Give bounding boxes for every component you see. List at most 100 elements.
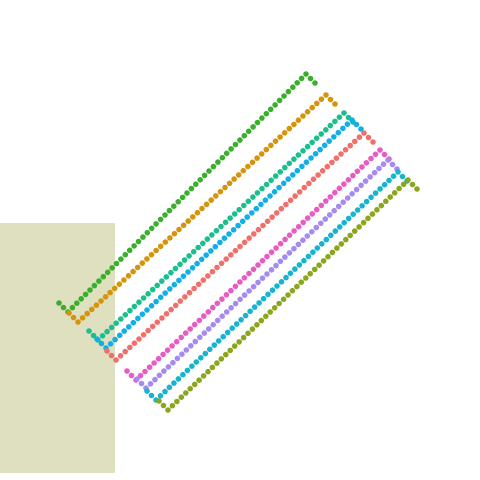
track-dot xyxy=(168,306,174,313)
track-dot xyxy=(250,194,256,200)
track-dot xyxy=(281,93,287,99)
track-dot xyxy=(259,185,265,192)
track-dot xyxy=(173,338,180,345)
track-end-dot xyxy=(160,402,167,409)
track-dot xyxy=(264,271,270,277)
track-dot xyxy=(135,238,142,245)
track-dot xyxy=(130,268,136,275)
track-dot xyxy=(326,138,333,144)
track-dot xyxy=(203,252,209,258)
track-dot xyxy=(309,211,316,217)
track-teal xyxy=(86,110,356,343)
track-dot xyxy=(300,219,307,226)
track-dot xyxy=(263,181,270,188)
track-dot xyxy=(350,172,356,179)
track-dot xyxy=(196,377,202,384)
track-dot xyxy=(230,227,237,233)
track-dot xyxy=(200,277,207,283)
left-panel xyxy=(0,223,115,473)
track-dot xyxy=(295,117,302,123)
track-dot xyxy=(153,247,159,254)
track-dot xyxy=(289,287,296,294)
track-dot xyxy=(205,309,212,315)
track-dot xyxy=(334,245,340,251)
track-dot xyxy=(177,261,183,268)
track-dot xyxy=(282,236,288,243)
track-dot xyxy=(104,328,110,335)
track-dot xyxy=(181,257,188,263)
track-dot xyxy=(170,359,176,366)
track-dot xyxy=(322,216,329,222)
track-dot xyxy=(166,207,173,214)
track-dot xyxy=(207,346,213,353)
track-dot xyxy=(376,165,382,172)
track-dot xyxy=(318,202,325,209)
track-dot xyxy=(209,364,216,371)
track-dot xyxy=(135,315,141,322)
track-end-dot xyxy=(98,340,105,347)
track-dot xyxy=(145,327,151,334)
track-end-dot xyxy=(399,173,406,180)
track-dot xyxy=(341,181,347,187)
track-dot xyxy=(223,150,230,157)
track-dot xyxy=(367,174,373,180)
track-dot xyxy=(314,245,321,251)
track-dot xyxy=(271,305,278,311)
track-dot xyxy=(231,211,238,217)
track-dot xyxy=(154,319,161,326)
track-dot xyxy=(390,173,397,179)
track-dot xyxy=(197,334,203,341)
track-dot xyxy=(320,258,327,264)
track-end-dot xyxy=(56,300,62,306)
track-dot xyxy=(347,142,354,149)
track-end-dot xyxy=(134,376,140,382)
track-dot xyxy=(269,287,276,294)
track-dot xyxy=(309,229,315,235)
track-dot xyxy=(268,249,275,255)
track-dot xyxy=(313,206,320,213)
track-dot xyxy=(99,333,106,339)
track-dot xyxy=(245,128,252,135)
track-dot xyxy=(118,316,124,322)
track-dot xyxy=(112,336,118,343)
track-dot xyxy=(258,317,265,324)
track-dot xyxy=(159,278,165,284)
track-dot xyxy=(161,368,167,374)
track-dot xyxy=(251,304,258,310)
track-dot xyxy=(347,232,354,239)
track-dot xyxy=(165,407,171,413)
track-dot xyxy=(193,181,199,187)
track-dot xyxy=(210,163,217,170)
track-dot xyxy=(226,180,233,187)
track-dot xyxy=(217,188,224,195)
track-dot xyxy=(214,360,220,366)
track-dot xyxy=(116,281,123,288)
track-end-dot xyxy=(124,368,130,374)
track-dot xyxy=(210,304,216,311)
track-dot xyxy=(277,240,284,247)
track-end-dot xyxy=(358,126,364,132)
track-dot xyxy=(87,287,93,293)
track-dot xyxy=(400,181,407,188)
track-dot xyxy=(195,244,201,251)
track-dot xyxy=(168,269,174,276)
track-dot xyxy=(328,232,334,239)
track-dot xyxy=(169,343,175,349)
track-dot xyxy=(316,262,322,269)
track-dot xyxy=(263,313,269,320)
track-end-dot xyxy=(414,186,420,192)
track-dot xyxy=(156,372,163,379)
track-dot xyxy=(126,247,133,254)
track-dot xyxy=(259,115,265,121)
track-dot xyxy=(338,241,345,247)
track-dot xyxy=(236,206,242,213)
track-dot xyxy=(291,156,297,162)
track-dot xyxy=(333,155,340,161)
track-dot xyxy=(186,253,192,259)
track-end-dot xyxy=(389,161,396,168)
track-dot xyxy=(100,273,107,280)
track-dot xyxy=(253,205,260,212)
track-dot xyxy=(319,168,326,174)
track-dot xyxy=(180,273,187,280)
track-dot xyxy=(144,256,150,262)
